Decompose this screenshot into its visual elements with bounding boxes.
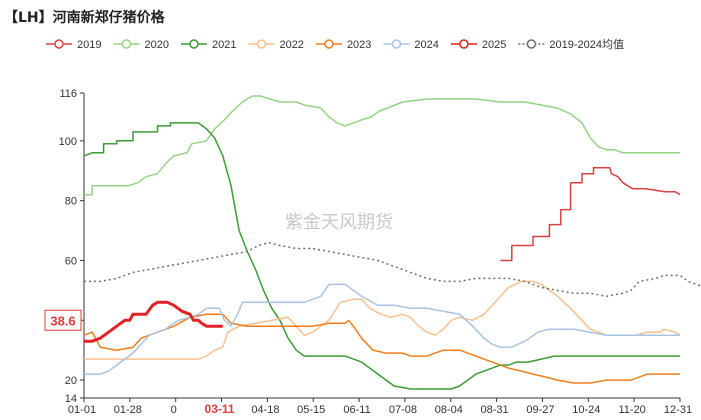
x-tick-label: 08-31 — [481, 404, 509, 416]
legend-item-5[interactable]: 2024 — [383, 39, 439, 51]
series-line-0 — [500, 167, 681, 262]
x-tick-label: 04-18 — [251, 404, 279, 416]
legend-label: 2023 — [347, 39, 371, 51]
y-tick-label: 100 — [59, 136, 77, 148]
latest-value-label: 38.6 — [44, 309, 82, 331]
x-tick-label: 07-08 — [389, 404, 417, 416]
series-layer — [83, 95, 701, 390]
legend: 2019 2020 2021 2022 2023 2024 2025 2019-2024均值 — [46, 38, 624, 51]
series-line-3 — [84, 280, 681, 360]
series-line-7 — [84, 241, 701, 298]
series-line-6 — [84, 300, 223, 343]
x-tick-label: 06-11 — [343, 404, 370, 416]
legend-item-2[interactable]: 2021 — [180, 39, 236, 51]
x-tick-label: 12-31 — [664, 404, 692, 416]
series-line-5 — [84, 283, 680, 375]
x-tick-label: 05-15 — [297, 404, 325, 416]
y-tick-label: 80 — [65, 196, 77, 208]
legend-label: 2019-2024均值 — [549, 38, 624, 51]
legend-item-7[interactable]: 2019-2024均值 — [518, 38, 624, 51]
y-tick-label: 20 — [65, 375, 77, 387]
legend-label: 2022 — [279, 39, 303, 51]
legend-label: 2024 — [414, 39, 438, 51]
legend-item-4[interactable]: 2023 — [315, 39, 371, 51]
y-tick-label: 14 — [65, 393, 77, 405]
legend-item-0[interactable]: 2019 — [46, 39, 101, 51]
legend-label: 2019 — [77, 39, 101, 51]
y-tick-label: 60 — [65, 255, 77, 267]
legend-item-6[interactable]: 2025 — [450, 39, 506, 51]
legend-marker — [256, 39, 267, 49]
watermark: 紫金天风期货 — [285, 212, 393, 232]
value-label-text: 38.6 — [50, 313, 75, 328]
legend-marker — [391, 39, 402, 49]
x-tick-label: 01-28 — [114, 404, 142, 416]
legend-label: 2020 — [144, 39, 168, 51]
legend-item-1[interactable]: 2020 — [113, 39, 169, 51]
legend-marker — [324, 39, 334, 49]
x-tick-label: 11-20 — [618, 404, 645, 416]
x-axis: 01-01 01-28 0 03-11 04-18 05-15 06-11 07-08 08-0… — [68, 397, 692, 416]
series-line-2 — [83, 122, 680, 390]
legend-marker — [121, 39, 132, 49]
series-line-1 — [84, 95, 680, 196]
legend-marker — [459, 39, 469, 49]
x-tick-label: 09-27 — [526, 404, 554, 416]
x-tick-label: 03-11 — [205, 402, 235, 416]
x-tick-label: 0 — [171, 404, 177, 416]
legend-marker — [526, 39, 537, 49]
legend-marker — [189, 39, 199, 49]
chart-title: 【LH】河南新郑仔猪价格 — [4, 9, 166, 26]
y-tick-label: 116 — [59, 88, 77, 100]
x-tick-label: 01-01 — [68, 404, 96, 416]
x-tick-label: 10-24 — [572, 404, 600, 416]
legend-marker — [54, 39, 64, 49]
legend-label: 2025 — [482, 39, 506, 51]
legend-item-3[interactable]: 2022 — [248, 39, 304, 51]
series-line-4 — [83, 313, 680, 384]
legend-label: 2021 — [212, 39, 236, 51]
x-tick-label: 08-04 — [435, 404, 463, 416]
y-axis: 1420406080100116 — [59, 88, 85, 405]
value-label-box — [44, 309, 82, 331]
